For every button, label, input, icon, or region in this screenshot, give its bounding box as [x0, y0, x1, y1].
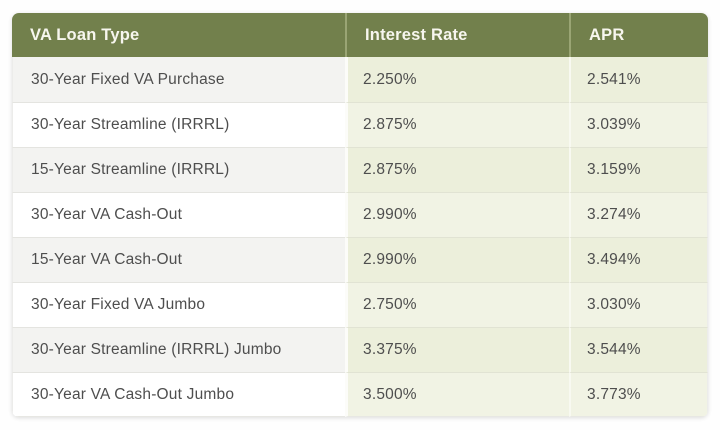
apr-cell: 2.541%	[569, 57, 708, 102]
apr-cell: 3.159%	[569, 147, 708, 192]
interest-rate-cell: 3.375%	[345, 327, 569, 372]
header-cell-apr: APR	[569, 13, 708, 57]
table-row: 30-Year VA Cash-Out Jumbo 3.500% 3.773%	[12, 372, 708, 417]
header-cell-loan-type: VA Loan Type	[12, 13, 345, 57]
interest-rate-cell: 2.875%	[345, 102, 569, 147]
loan-type-cell: 30-Year Fixed VA Purchase	[12, 57, 345, 102]
va-loan-rates-table: VA Loan Type Interest Rate APR 30-Year F…	[12, 13, 708, 417]
header-cell-interest-rate: Interest Rate	[345, 13, 569, 57]
loan-type-cell: 30-Year VA Cash-Out Jumbo	[12, 372, 345, 417]
interest-rate-cell: 2.750%	[345, 282, 569, 327]
apr-cell: 3.494%	[569, 237, 708, 282]
table-row: 30-Year Streamline (IRRRL) Jumbo 3.375% …	[12, 327, 708, 372]
interest-rate-cell: 2.990%	[345, 192, 569, 237]
loan-type-cell: 30-Year Streamline (IRRRL)	[12, 102, 345, 147]
loan-type-cell: 30-Year VA Cash-Out	[12, 192, 345, 237]
apr-cell: 3.274%	[569, 192, 708, 237]
loan-type-cell: 15-Year VA Cash-Out	[12, 237, 345, 282]
table-row: 30-Year Streamline (IRRRL) 2.875% 3.039%	[12, 102, 708, 147]
apr-cell: 3.030%	[569, 282, 708, 327]
apr-cell: 3.039%	[569, 102, 708, 147]
interest-rate-cell: 3.500%	[345, 372, 569, 417]
loan-type-cell: 30-Year Streamline (IRRRL) Jumbo	[12, 327, 345, 372]
table-row: 15-Year Streamline (IRRRL) 2.875% 3.159%	[12, 147, 708, 192]
apr-cell: 3.773%	[569, 372, 708, 417]
interest-rate-cell: 2.990%	[345, 237, 569, 282]
apr-cell: 3.544%	[569, 327, 708, 372]
loan-type-cell: 15-Year Streamline (IRRRL)	[12, 147, 345, 192]
table-body: 30-Year Fixed VA Purchase 2.250% 2.541% …	[12, 57, 708, 417]
interest-rate-cell: 2.875%	[345, 147, 569, 192]
interest-rate-cell: 2.250%	[345, 57, 569, 102]
loan-type-cell: 30-Year Fixed VA Jumbo	[12, 282, 345, 327]
table-header-row: VA Loan Type Interest Rate APR	[12, 13, 708, 57]
table-row: 30-Year Fixed VA Purchase 2.250% 2.541%	[12, 57, 708, 102]
table-row: 30-Year VA Cash-Out 2.990% 3.274%	[12, 192, 708, 237]
table-row: 30-Year Fixed VA Jumbo 2.750% 3.030%	[12, 282, 708, 327]
table-row: 15-Year VA Cash-Out 2.990% 3.494%	[12, 237, 708, 282]
